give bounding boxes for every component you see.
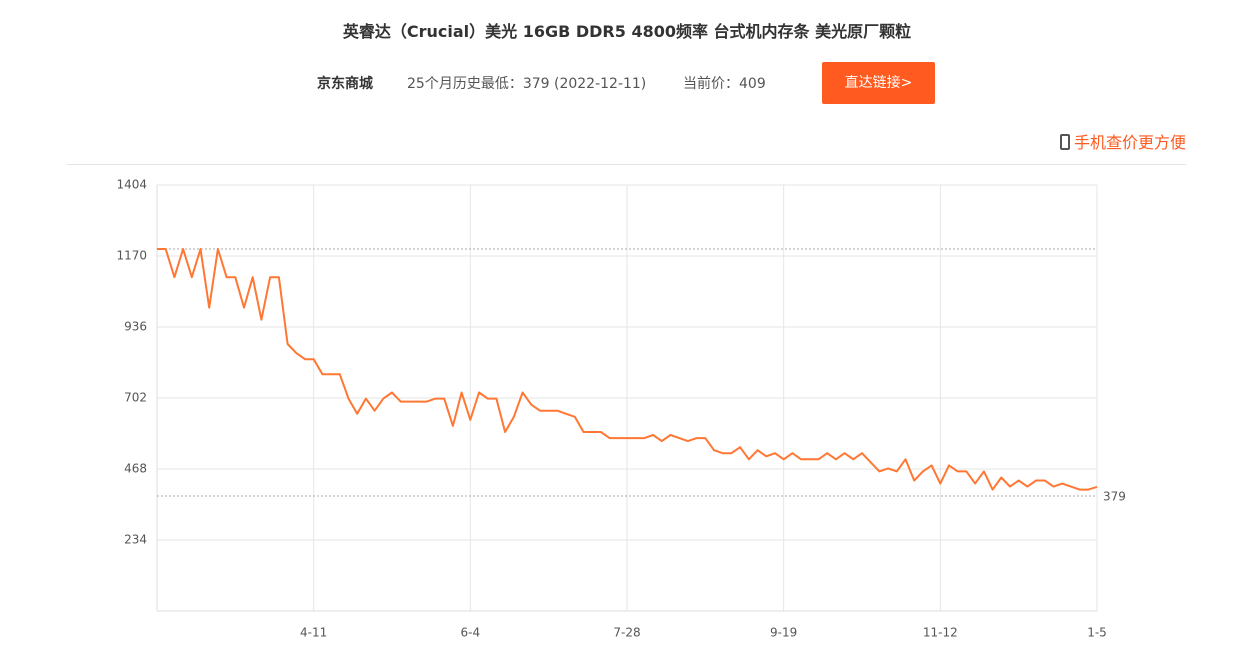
product-title: 英睿达（Crucial）美光 16GB DDR5 4800频率 台式机内存条 美… bbox=[342, 22, 912, 41]
min-line-label: 379 bbox=[1103, 490, 1126, 504]
mobile-text[interactable]: 手机查价更方便 bbox=[1073, 133, 1186, 152]
x-tick-label: 9-19 bbox=[770, 626, 797, 640]
chart: 234 468 702 936 1170 1404 4-11 6-4 7-28 9-19 11-12… bbox=[116, 178, 1126, 640]
x-tick-label: 7-28 bbox=[613, 626, 640, 640]
x-tick-label: 4-11 bbox=[300, 626, 327, 640]
y-tick-label: 702 bbox=[124, 391, 147, 405]
x-tick-label: 6-4 bbox=[461, 626, 481, 640]
phone-icon bbox=[1059, 134, 1070, 150]
mobile-link[interactable]: 手机查价更方便 bbox=[1059, 129, 1186, 153]
divider bbox=[67, 164, 1186, 165]
x-tick-label: 1-5 bbox=[1087, 626, 1107, 640]
x-tick-label: 11-12 bbox=[923, 626, 958, 640]
y-tick-label: 1404 bbox=[116, 178, 147, 192]
current-price: 当前价：409 bbox=[683, 76, 766, 92]
y-tick-label: 1170 bbox=[116, 249, 147, 263]
direct-link-button[interactable]: 直达链接> bbox=[822, 62, 935, 104]
y-tick-label: 468 bbox=[124, 462, 147, 476]
y-tick-label: 936 bbox=[124, 320, 147, 334]
y-tick-label: 234 bbox=[124, 533, 147, 547]
price-line bbox=[157, 248, 1098, 491]
lowest-price: 25个月历史最低：379 (2022-12-11) bbox=[407, 76, 647, 92]
store-name: 京东商城 bbox=[317, 76, 373, 92]
